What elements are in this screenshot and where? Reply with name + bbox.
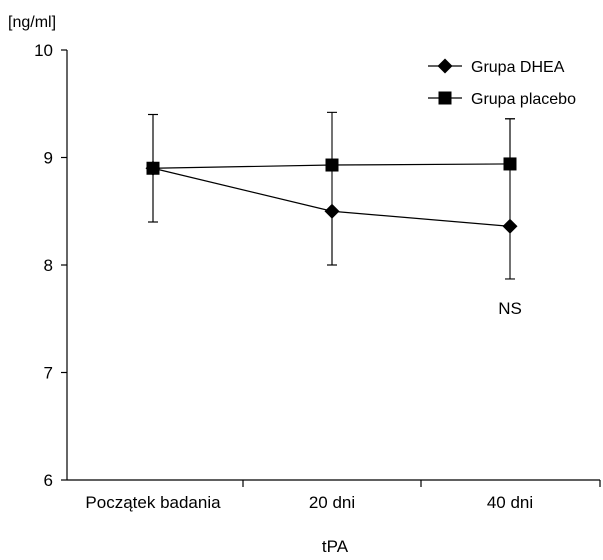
data-point-dhea [324, 203, 340, 219]
y-axis-ticks: 6 7 8 9 10 [34, 41, 67, 490]
x-tick-label: Początek badania [85, 493, 221, 512]
x-tick-label: 40 dni [487, 493, 533, 512]
annotations: NS [498, 299, 522, 318]
series-layer [145, 111, 518, 280]
data-point-dhea [502, 218, 518, 234]
legend-label: Grupa placebo [471, 91, 576, 108]
x-tick-label: 20 dni [309, 493, 355, 512]
data-point-placebo [325, 158, 339, 172]
legend-marker-diamond [437, 58, 453, 74]
y-tick-label: 10 [34, 41, 53, 60]
x-axis-ticks: Początek badania 20 dni 40 dni [85, 480, 601, 512]
annotation-ns: NS [498, 299, 522, 318]
y-tick-label: 8 [44, 256, 53, 275]
legend-label: Grupa DHEA [471, 59, 565, 76]
y-tick-label: 7 [44, 364, 53, 383]
data-point-placebo [503, 157, 517, 171]
y-tick-label: 9 [44, 149, 53, 168]
y-unit-label: [ng/ml] [8, 14, 56, 31]
legend-marker-square [438, 91, 452, 105]
data-point-placebo [146, 161, 160, 175]
x-axis-title: tPA [322, 537, 349, 556]
y-tick-label: 6 [44, 471, 53, 490]
legend: Grupa DHEA Grupa placebo [428, 58, 576, 108]
